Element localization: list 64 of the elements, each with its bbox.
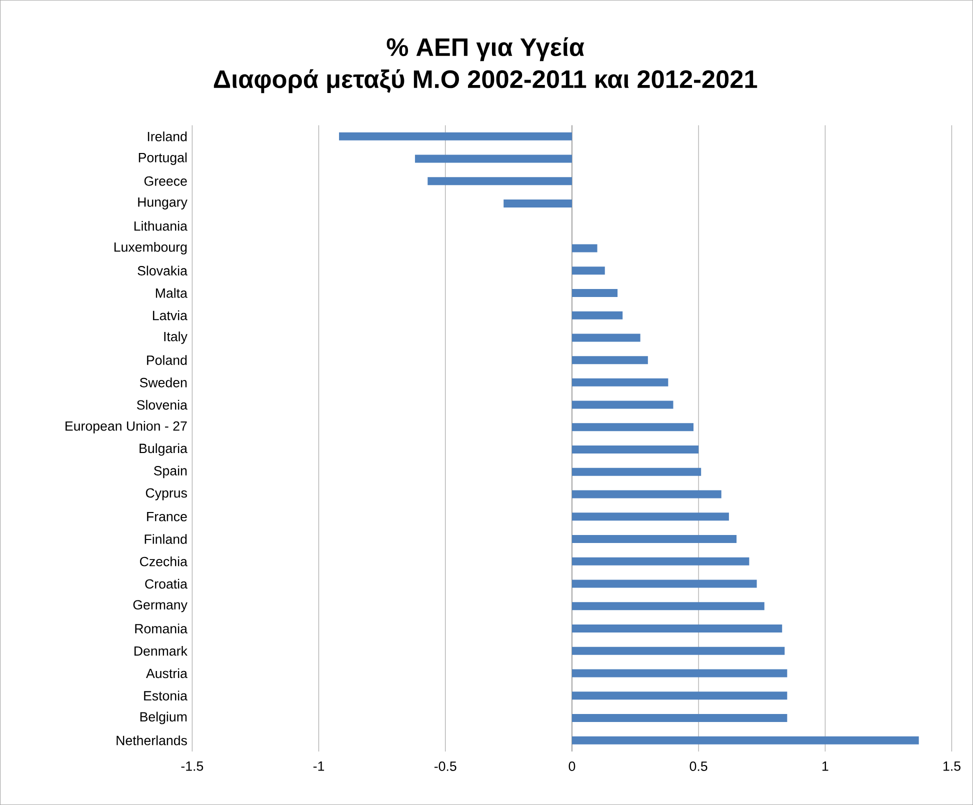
- y-tick-label: Croatia: [145, 578, 188, 589]
- y-tick-label: Ireland: [148, 131, 187, 142]
- bar: [414, 154, 572, 163]
- y-tick-label: Spain: [154, 466, 187, 478]
- y-tick-label: Denmark: [134, 646, 188, 656]
- y-tick-label: Belgium: [140, 712, 187, 724]
- y-tick-label: Netherlands: [116, 735, 187, 746]
- bar: [572, 646, 785, 655]
- bar: [339, 132, 572, 140]
- bar: [572, 311, 623, 320]
- bar: [572, 669, 788, 678]
- y-tick-label: Slovenia: [136, 400, 188, 410]
- y-tick-label: Cyprus: [146, 488, 187, 500]
- bar: [572, 624, 782, 632]
- y-tick-label: Portugal: [138, 152, 187, 165]
- bar: [572, 692, 788, 700]
- bar: [572, 534, 737, 543]
- y-tick-label: Slovakia: [138, 266, 188, 276]
- x-tick-label: 1.5: [944, 762, 960, 771]
- bar: [572, 736, 919, 744]
- y-tick-label: Estonia: [144, 690, 188, 700]
- bar: [572, 288, 618, 297]
- x-tick-label: -1: [313, 762, 324, 771]
- bar: [572, 334, 640, 342]
- y-tick-label: Latvia: [152, 310, 188, 320]
- bar: [572, 602, 764, 610]
- x-tick-label: 1: [822, 762, 828, 771]
- y-tick-label: European Union - 27: [66, 420, 187, 434]
- bar: [572, 378, 668, 386]
- chart-title: % ΑΕΠ για Υγεία: [386, 37, 584, 62]
- y-tick-label: Malta: [156, 288, 188, 298]
- bar: [572, 356, 648, 364]
- y-tick-label: Hungary: [138, 197, 188, 210]
- y-tick-label: Germany: [133, 600, 188, 612]
- bar: [504, 199, 572, 208]
- y-tick-label: Poland: [147, 355, 187, 365]
- bar: [428, 177, 572, 186]
- x-tick-label: 0.5: [690, 762, 708, 771]
- bar: [572, 580, 757, 588]
- bar: [572, 400, 674, 409]
- y-tick-label: Finland: [144, 534, 187, 544]
- y-tick-label: Italy: [164, 331, 188, 344]
- y-tick-label: Sweden: [140, 378, 187, 388]
- bar: [572, 266, 605, 275]
- bar: [572, 244, 598, 252]
- bar: [572, 714, 788, 722]
- chart-subtitle: Διαφορά μεταξύ Μ.Ο 2002-2011 και 2012-2021: [214, 69, 758, 94]
- bar: [572, 512, 729, 521]
- y-tick-label: Austria: [146, 668, 188, 678]
- bar: [572, 468, 702, 476]
- bar: [572, 490, 722, 498]
- y-tick-label: France: [147, 512, 187, 522]
- bar: [572, 557, 750, 566]
- y-tick-label: Luxembourg: [114, 242, 187, 254]
- y-tick-label: Lithuania: [134, 220, 188, 231]
- bar: [572, 423, 694, 432]
- x-tick-label: 0: [568, 762, 576, 771]
- y-tick-label: Romania: [135, 624, 188, 634]
- bar: [572, 446, 699, 454]
- y-tick-label: Bulgaria: [140, 443, 188, 456]
- x-tick-label: -1.5: [181, 762, 204, 771]
- x-tick-label: -0.5: [434, 762, 456, 771]
- y-tick-label: Czechia: [140, 556, 188, 566]
- y-tick-label: Greece: [144, 176, 187, 186]
